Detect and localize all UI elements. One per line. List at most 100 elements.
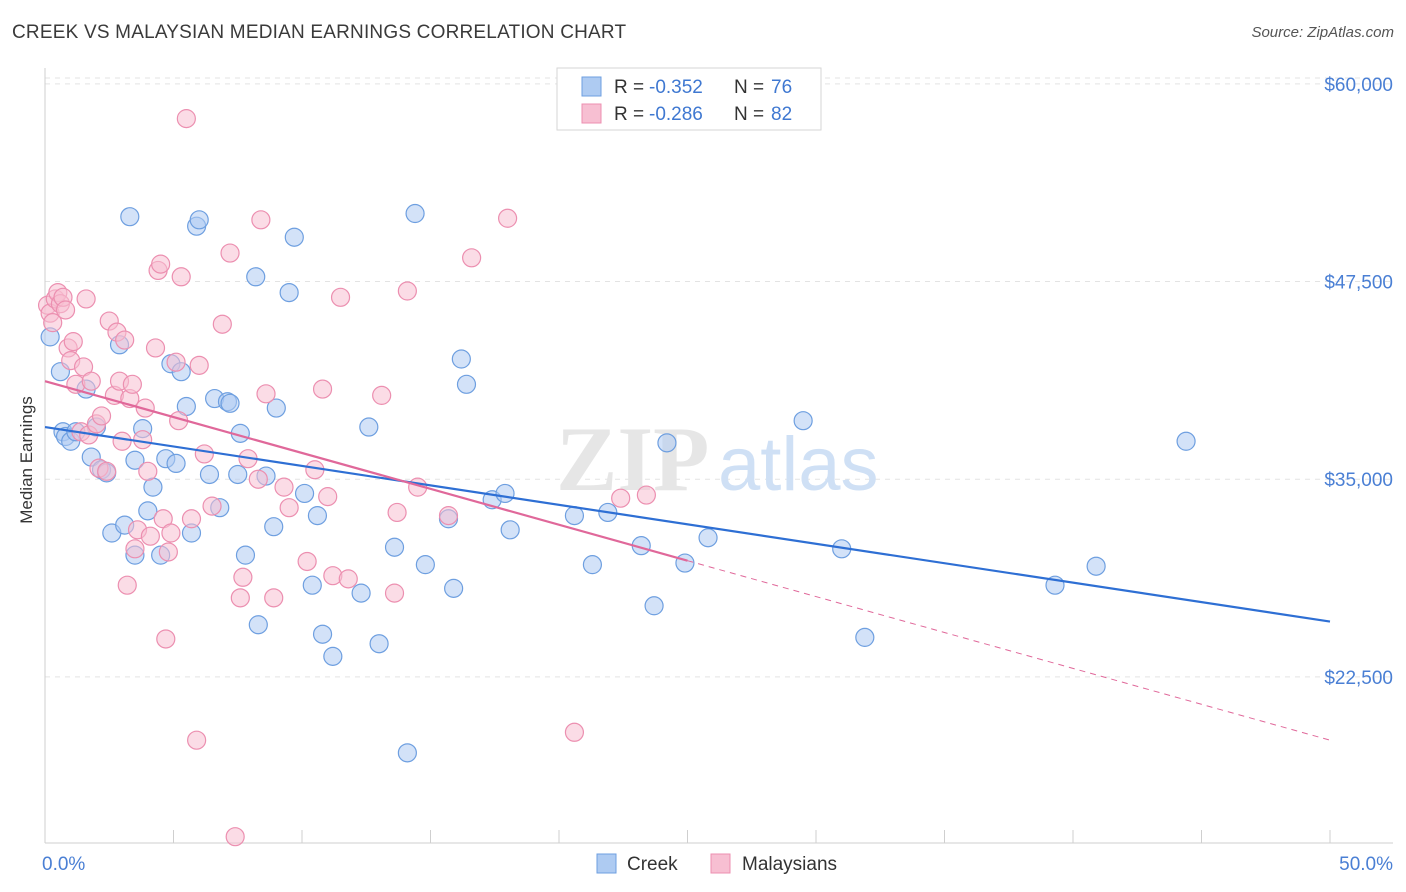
legend-r-label-malaysians: R = (614, 104, 644, 125)
malaysians-point (225, 827, 245, 847)
creek-point (302, 575, 322, 595)
x-tick-labels: 0.0% 50.0% (42, 854, 1393, 875)
legend-bottom-swatch-malaysians (710, 853, 731, 874)
creek-point (397, 743, 417, 763)
axes (44, 68, 1393, 844)
creek-point (189, 210, 209, 230)
malaysians-point (498, 208, 518, 228)
malaysians-point (151, 254, 171, 274)
malaysians-point (166, 352, 186, 372)
malaysians-point (279, 498, 299, 518)
creek-point (351, 583, 371, 603)
creek-point (657, 433, 677, 453)
creek-point (644, 596, 664, 616)
y-axis-label: Median Earnings (17, 396, 36, 524)
creek-point (451, 349, 471, 369)
malaysians-point (76, 289, 96, 309)
malaysians-point (564, 722, 585, 742)
malaysians-point (230, 588, 250, 608)
legend-n-value-creek: 76 (771, 77, 792, 98)
malaysians-point (312, 379, 333, 399)
malaysians-point (233, 567, 253, 587)
creek-point (793, 411, 813, 431)
malaysians-point (115, 330, 135, 350)
creek-point (166, 453, 186, 474)
malaysians-point (181, 509, 202, 529)
y-tick-label: $22,500 (1324, 668, 1393, 689)
legend-r-label-creek: R = (614, 77, 644, 98)
malaysians-point (384, 583, 405, 603)
malaysians-point (274, 477, 294, 497)
creek-point (359, 417, 379, 437)
x-tick-label-right: 50.0% (1339, 854, 1393, 875)
creek-point (500, 520, 520, 540)
malaysians-point (55, 300, 76, 320)
malaysians-point (122, 374, 142, 394)
x-tick-label-left: 0.0% (42, 854, 85, 875)
creek-point (220, 393, 240, 413)
creek-point (294, 483, 315, 504)
malaysians-point (387, 502, 407, 523)
malaysians-point (323, 566, 343, 586)
malaysians-point (140, 526, 160, 546)
creek-point (264, 517, 284, 537)
malaysians-point (256, 384, 276, 404)
malaysians-point (251, 210, 271, 230)
creek-point (855, 627, 875, 647)
creek-point (582, 555, 603, 575)
chart-source: Source: ZipAtlas.com (1251, 24, 1394, 41)
malaysians-point (438, 506, 459, 526)
malaysians-point (112, 431, 132, 451)
legend-r-value-creek: -0.352 (649, 77, 703, 98)
legend-bottom-malaysians: Malaysians (742, 854, 837, 875)
malaysians-point (462, 248, 482, 268)
malaysians-point (264, 588, 284, 608)
creek-point (125, 450, 145, 470)
malaysians-point (63, 332, 83, 352)
y-tick-labels: $22,500 $35,000 $47,500 $60,000 (1324, 75, 1393, 689)
creek-point (246, 267, 266, 287)
malaysians-point (212, 314, 232, 334)
malaysians-point (125, 539, 145, 559)
watermark: ZIP atlas (556, 408, 879, 510)
malaysians-point (133, 430, 153, 450)
y-tick-label: $47,500 (1324, 273, 1393, 294)
creek-point (495, 483, 515, 504)
chart-title: CREEK VS MALAYSIAN MEDIAN EARNINGS CORRE… (12, 22, 627, 43)
legend-top: R = -0.352 N = 76 R = -0.286 N = 82 (556, 67, 822, 131)
malaysians-trend-line-extension (687, 560, 1331, 741)
malaysians-series (37, 109, 656, 847)
malaysians-point (611, 488, 631, 508)
legend-bottom-swatch-creek (596, 853, 617, 874)
malaysians-point (397, 281, 417, 301)
malaysians-point (636, 485, 656, 505)
creek-trend-line (44, 425, 1331, 623)
creek-point (248, 615, 268, 635)
malaysians-point (194, 444, 214, 464)
creek-point (235, 545, 256, 565)
creek-point (405, 203, 425, 224)
watermark-zip: ZIP (556, 408, 709, 510)
malaysians-point (145, 338, 166, 358)
malaysians-point (297, 551, 317, 572)
legend-n-label-creek: N = (734, 77, 764, 98)
malaysians-point (187, 730, 207, 750)
malaysians-point (202, 496, 222, 516)
creek-point (415, 555, 435, 575)
legend-swatch-creek (581, 76, 602, 97)
creek-point (284, 227, 304, 247)
creek-point (564, 506, 585, 526)
y-tick-label: $35,000 (1324, 470, 1393, 491)
malaysians-point (372, 385, 392, 405)
creek-point (323, 646, 343, 666)
malaysians-point (189, 355, 209, 375)
legend-r-value-malaysians: -0.286 (649, 104, 703, 125)
malaysians-point (117, 575, 137, 595)
creek-point (675, 553, 695, 573)
malaysians-point (171, 267, 191, 287)
malaysians-point (158, 542, 178, 562)
creek-point (1176, 431, 1196, 451)
creek-point (698, 528, 718, 548)
malaysians-point (220, 243, 240, 263)
